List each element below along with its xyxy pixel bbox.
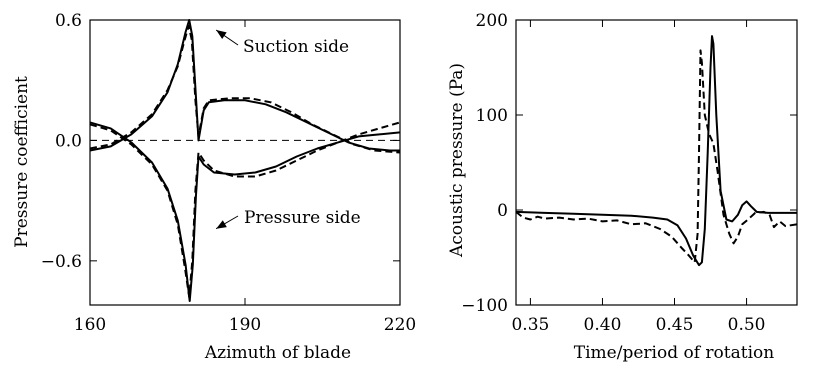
left-y-tick-label: −0.6 (41, 252, 82, 272)
annotation-arrowhead (216, 220, 227, 229)
annotation-pressure-side: Pressure side (244, 208, 361, 228)
right-y-tick-label: 100 (476, 106, 508, 126)
right-y-tick-label: 200 (476, 11, 508, 31)
right-y-tick-label: 0 (497, 201, 508, 221)
right-y-axis-label: Acoustic pressure (Pa) (447, 63, 467, 258)
left-series-dashed-line (89, 121, 401, 298)
annotation-arrowhead (216, 30, 227, 39)
right-series-solid-line (515, 35, 797, 267)
left-chart: Suction side Pressure side Azimuth of bl… (12, 11, 416, 363)
left-y-tick-label: 0.0 (55, 131, 82, 151)
left-plot-frame (89, 19, 401, 306)
right-x-tick-label: 0.40 (584, 315, 622, 335)
right-x-axis-label: Time/period of rotation (574, 343, 774, 363)
right-x-tick-label: 0.45 (656, 315, 694, 335)
right-y-tick-label: −100 (461, 296, 508, 316)
right-x-tick-label: 0.35 (511, 315, 549, 335)
left-x-tick-label: 220 (384, 315, 416, 335)
left-y-axis-label: Pressure coefficient (12, 76, 32, 248)
right-series-dashed-line (515, 49, 798, 264)
left-x-tick-label: 190 (229, 315, 261, 335)
annotation-suction-side: Suction side (243, 37, 349, 57)
right-x-tick-label: 0.50 (728, 315, 766, 335)
left-series-solid-line (89, 121, 401, 302)
left-x-tick-label: 160 (74, 315, 106, 335)
right-plot-frame (515, 19, 798, 306)
right-chart: Time/period of rotation Acoustic pressur… (447, 11, 798, 363)
left-x-axis-label: Azimuth of blade (204, 343, 351, 363)
left-y-tick-label: 0.6 (55, 11, 82, 31)
